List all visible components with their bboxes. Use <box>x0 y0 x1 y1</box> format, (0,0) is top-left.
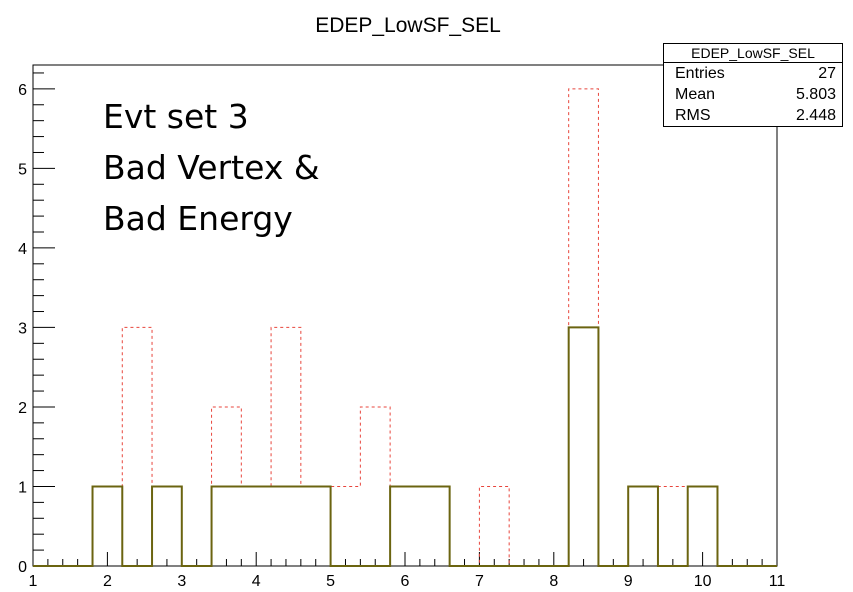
histogram-solid-series <box>33 326 777 567</box>
stats-value: 5.803 <box>795 86 836 103</box>
x-tick-label: 8 <box>549 573 558 590</box>
y-tick-label: 6 <box>18 82 27 99</box>
x-tick-label: 1 <box>29 573 38 590</box>
x-tick-label: 10 <box>694 573 712 590</box>
x-tick-label: 11 <box>769 573 786 590</box>
x-tick-label: 4 <box>252 573 261 590</box>
stats-box-title: EDEP_LowSF_SEL <box>664 44 842 63</box>
stats-row-rms: RMS 2.448 <box>664 105 842 126</box>
x-tick-label: 7 <box>475 573 484 590</box>
stats-label: Entries <box>675 65 725 82</box>
annotation-line: Bad Energy <box>103 199 293 238</box>
y-tick-label: 1 <box>18 479 27 496</box>
stats-row-entries: Entries 27 <box>664 63 842 84</box>
statistics-box: EDEP_LowSF_SEL Entries 27 Mean 5.803 RMS… <box>663 43 843 127</box>
x-tick-label: 9 <box>624 573 633 590</box>
stats-label: RMS <box>675 107 711 124</box>
y-tick-label: 3 <box>18 320 27 337</box>
x-tick-label: 3 <box>177 573 186 590</box>
stats-label: Mean <box>675 86 716 103</box>
y-tick-label: 2 <box>18 400 27 417</box>
x-tick-label: 5 <box>326 573 335 590</box>
chart-title: EDEP_LowSF_SEL <box>315 14 501 37</box>
y-tick-label: 4 <box>18 241 27 258</box>
stats-value: 27 <box>818 65 836 82</box>
chart-annotation: Evt set 3 Bad Vertex & Bad Energy <box>103 91 320 244</box>
stats-value: 2.448 <box>795 107 836 124</box>
x-tick-label: 6 <box>401 573 410 590</box>
y-tick-label: 0 <box>18 559 27 576</box>
stats-row-mean: Mean 5.803 <box>664 84 842 105</box>
annotation-line: Bad Vertex & <box>103 148 320 187</box>
y-tick-label: 5 <box>18 161 27 178</box>
annotation-line: Evt set 3 <box>103 97 249 136</box>
x-tick-label: 2 <box>103 573 112 590</box>
